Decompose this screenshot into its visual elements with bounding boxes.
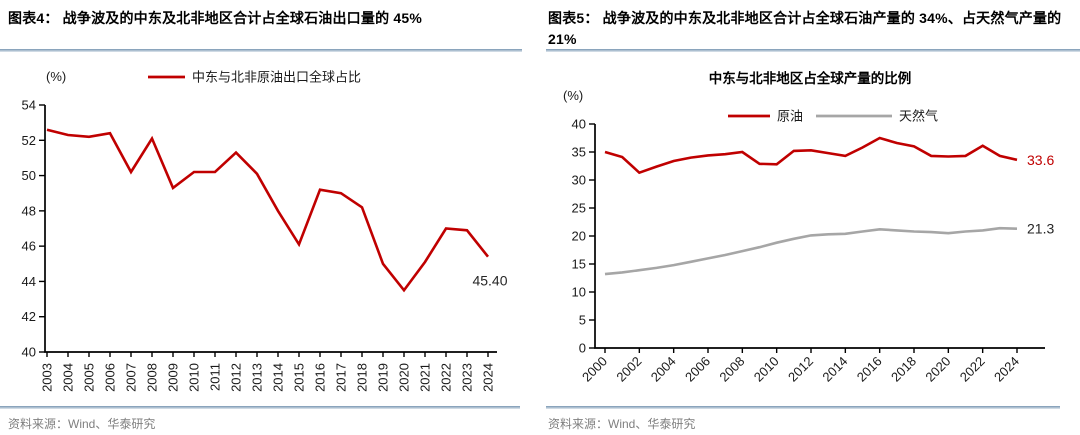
svg-text:33.6: 33.6 [1027,152,1054,168]
svg-text:44: 44 [22,274,36,289]
svg-text:中东与北非地区占全球产量的比例: 中东与北非地区占全球产量的比例 [709,70,912,86]
svg-text:2007: 2007 [124,363,139,392]
svg-text:2008: 2008 [145,363,160,392]
figure-5-title: 图表5： 战争波及的中东及北非地区合计占全球石油产量的 34%、占天然气产量的 … [548,10,1062,47]
figure-4-section: 图表4： 战争波及的中东及北非地区合计占全球石油出口量的 45% (%) 中东与北… [0,10,522,431]
figure-4-line-chart: (%) 中东与北非原油出口全球占比 40 42 44 46 48 50 52 54 2003 2004… [22,69,508,392]
figure-5-footer-rule [546,406,1060,409]
svg-text:35: 35 [572,145,586,160]
svg-text:46: 46 [22,239,36,254]
svg-text:2024: 2024 [481,363,496,392]
svg-text:21.3: 21.3 [1027,221,1054,237]
svg-text:中东与北非原油出口全球占比: 中东与北非原油出口全球占比 [192,70,361,85]
svg-text:2010: 2010 [187,363,202,392]
svg-text:2000: 2000 [579,354,610,385]
svg-text:2009: 2009 [166,363,181,392]
svg-text:20: 20 [572,229,586,244]
svg-text:2018: 2018 [355,363,370,392]
svg-text:2016: 2016 [313,363,328,392]
svg-text:2020: 2020 [397,363,412,392]
svg-text:2004: 2004 [648,354,679,385]
svg-text:25: 25 [572,201,586,216]
figure-4-title: 图表4： 战争波及的中东及北非地区合计占全球石油出口量的 45% [8,10,422,26]
svg-text:2012: 2012 [229,363,244,392]
svg-text:45.40: 45.40 [472,273,507,289]
svg-text:48: 48 [22,203,36,218]
svg-text:30: 30 [572,173,586,188]
svg-text:2012: 2012 [785,354,816,385]
svg-text:10: 10 [572,285,586,300]
svg-text:2017: 2017 [334,363,349,392]
svg-text:2022: 2022 [957,354,988,385]
svg-text:40: 40 [572,117,586,132]
svg-text:15: 15 [572,257,586,272]
figure-4-footer-rule [0,406,520,409]
svg-text:2021: 2021 [418,363,433,392]
svg-text:原油: 原油 [777,109,803,124]
figure-5-header-rule [546,49,1080,52]
svg-text:2015: 2015 [292,363,307,392]
svg-text:2022: 2022 [439,363,454,392]
svg-text:2008: 2008 [716,354,747,385]
svg-text:2019: 2019 [376,363,391,392]
svg-text:50: 50 [22,168,36,183]
svg-text:2006: 2006 [682,354,713,385]
svg-text:2018: 2018 [888,354,919,385]
svg-text:2010: 2010 [751,354,782,385]
svg-text:2003: 2003 [40,363,55,392]
svg-text:5: 5 [579,313,586,328]
svg-text:2024: 2024 [991,354,1022,385]
svg-text:2016: 2016 [854,354,885,385]
figure-5-source: 资料来源：Wind、华泰研究 [548,417,696,431]
svg-text:40: 40 [22,345,36,360]
figure-4-header-rule [0,49,522,52]
svg-text:(%): (%) [46,69,66,84]
svg-text:2014: 2014 [819,354,850,385]
svg-text:2002: 2002 [613,354,644,385]
svg-text:2013: 2013 [250,363,265,392]
svg-text:2006: 2006 [103,363,118,392]
svg-text:2004: 2004 [61,363,76,392]
svg-text:2014: 2014 [271,363,286,392]
svg-text:54: 54 [22,98,36,113]
svg-text:2005: 2005 [82,363,97,392]
svg-text:42: 42 [22,309,36,324]
figure-4-source: 资料来源：Wind、华泰研究 [8,417,156,431]
svg-text:(%): (%) [563,88,583,103]
svg-text:天然气: 天然气 [899,109,938,124]
figure-5-section: 图表5： 战争波及的中东及北非地区合计占全球石油产量的 34%、占天然气产量的 … [540,0,1080,435]
svg-text:2020: 2020 [922,354,953,385]
svg-text:0: 0 [579,341,586,356]
svg-text:52: 52 [22,133,36,148]
svg-text:2023: 2023 [460,363,475,392]
svg-text:2011: 2011 [208,363,223,391]
